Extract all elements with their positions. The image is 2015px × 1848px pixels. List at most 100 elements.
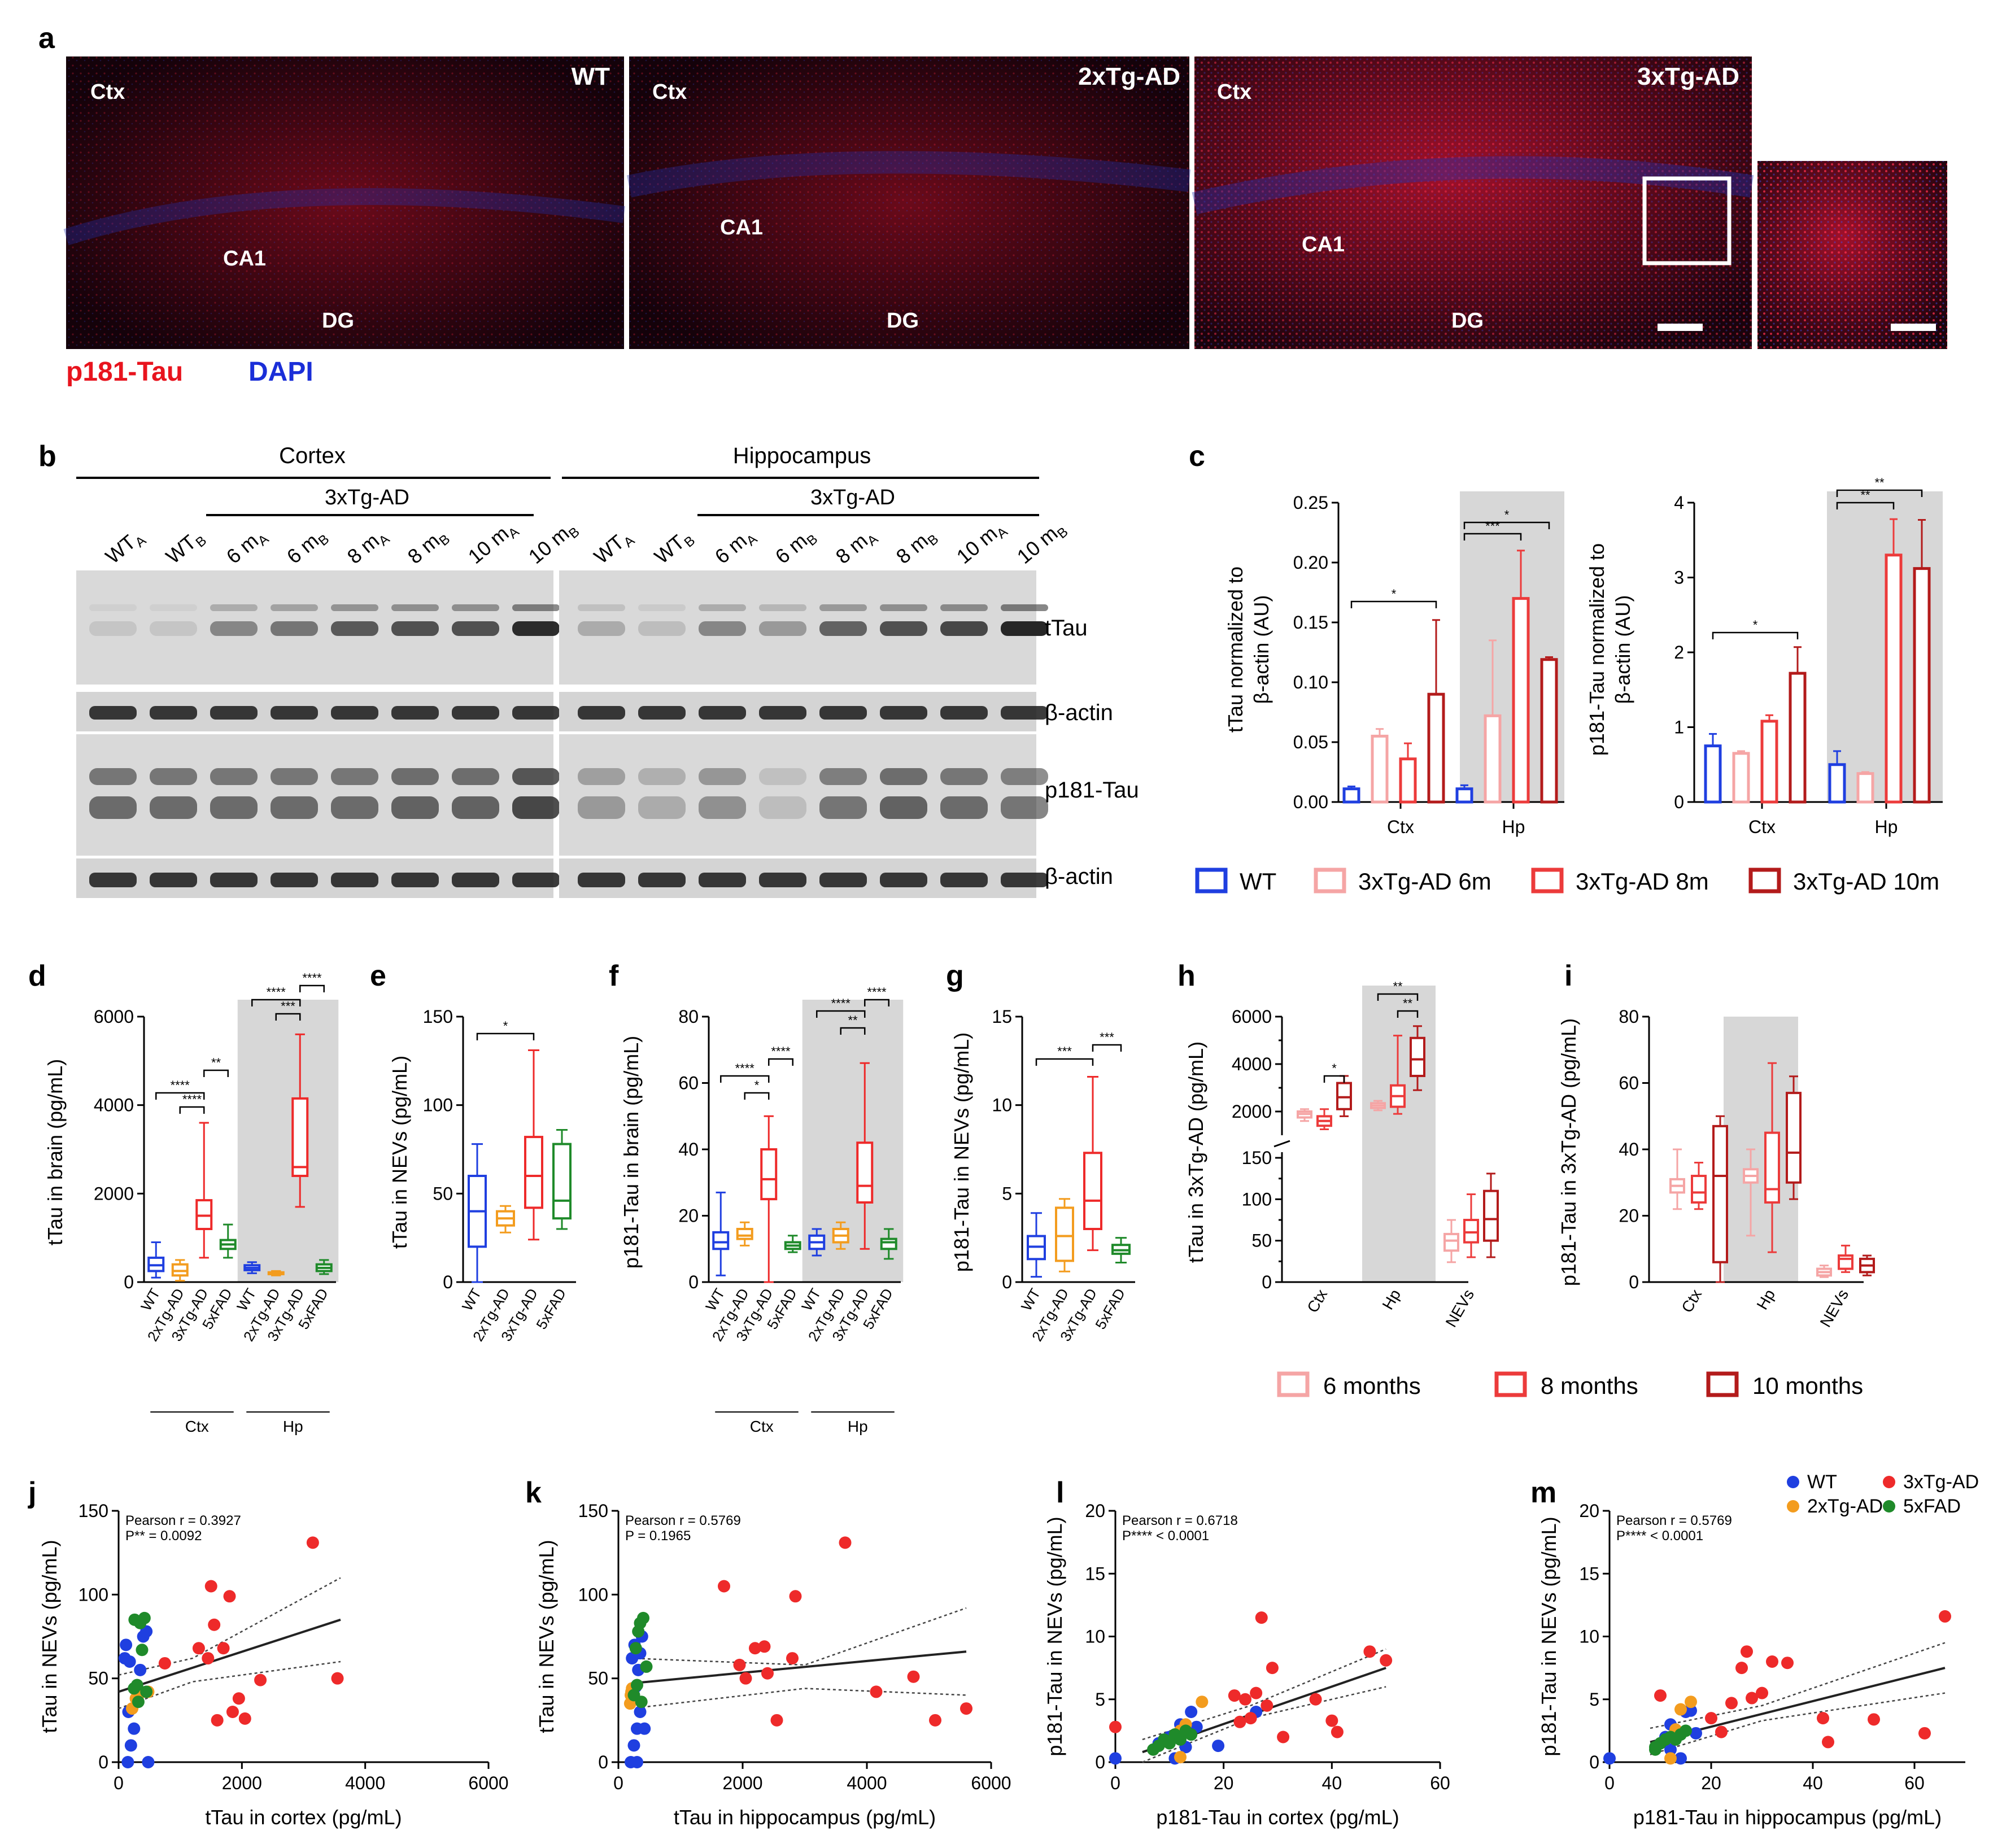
charts-layer: 0.00 0.05 0.10 0.15 0.20 0.25 Ctx Hp tTau normal… bbox=[38, 476, 1965, 1829]
y-tick-label: 50 bbox=[588, 1668, 608, 1689]
y-tick-label: 4000 bbox=[1232, 1054, 1272, 1074]
sig-bracket bbox=[251, 999, 301, 1006]
lane-label: 8 mB bbox=[403, 523, 453, 571]
data-point bbox=[1239, 1693, 1251, 1706]
blot-band-p181 bbox=[150, 768, 197, 785]
x-axis-title: tTau in cortex (pg/mL) bbox=[205, 1806, 402, 1829]
x-tick-label: 4000 bbox=[345, 1773, 385, 1793]
sig-label: **** bbox=[831, 996, 851, 1010]
lane-label: 8 mA bbox=[343, 523, 392, 571]
data-point bbox=[1174, 1751, 1187, 1764]
x-tick-label: 6000 bbox=[468, 1773, 508, 1793]
hippocampus-header: Hippocampus bbox=[733, 443, 871, 468]
label-ca1: CA1 bbox=[1302, 233, 1345, 256]
y-tick-label: 0 bbox=[443, 1272, 453, 1292]
blot-strip bbox=[76, 734, 553, 856]
box bbox=[1691, 1175, 1707, 1204]
x-tick-label: Ctx bbox=[1303, 1287, 1331, 1316]
y-axis-title: tTau in NEVs (pg/mL) bbox=[535, 1540, 558, 1733]
sig-bracket bbox=[179, 1106, 205, 1114]
label-ctx: Ctx bbox=[1217, 80, 1251, 104]
panel-letter-c: c bbox=[1189, 440, 1205, 473]
scale-bar bbox=[1891, 324, 1936, 331]
data-point bbox=[870, 1685, 883, 1698]
sig-label: *** bbox=[1485, 519, 1500, 533]
sig-label: ** bbox=[1403, 996, 1413, 1010]
bar bbox=[1760, 720, 1778, 804]
blot-band-ttau bbox=[150, 621, 197, 636]
sig-label: ** bbox=[1874, 476, 1885, 490]
blot-band-p181 bbox=[512, 768, 560, 785]
stat-text: Pearson r = 0.3927 bbox=[125, 1513, 241, 1528]
y-tick-label: 5 bbox=[1095, 1689, 1105, 1710]
blot-band-actin bbox=[880, 706, 927, 720]
data-point bbox=[631, 1756, 643, 1768]
y-tick-label: 0 bbox=[1589, 1752, 1599, 1772]
data-point bbox=[1603, 1752, 1616, 1765]
lane-label: 6 mA bbox=[710, 523, 760, 571]
data-point bbox=[789, 1590, 802, 1603]
data-point bbox=[640, 1660, 653, 1673]
stat-text: Pearson r = 0.5769 bbox=[625, 1513, 741, 1528]
sig-bracket bbox=[203, 1069, 229, 1077]
blot-band-p181 bbox=[1001, 768, 1048, 785]
blot-band-ttau bbox=[940, 621, 988, 636]
label-ca1: CA1 bbox=[223, 247, 266, 271]
y-tick-label: 40 bbox=[1619, 1139, 1639, 1160]
blot-band-actin bbox=[512, 706, 560, 720]
y-axis-title: p181-Tau in 3xTg-AD (pg/mL) bbox=[1557, 1018, 1580, 1286]
blot-band-p181 bbox=[819, 768, 867, 785]
blot-band-p181 bbox=[331, 796, 378, 819]
box bbox=[712, 1231, 730, 1250]
blot-band-actin bbox=[271, 706, 318, 720]
axis-break bbox=[1273, 1140, 1290, 1148]
blot-band-actin bbox=[150, 873, 197, 887]
data-point bbox=[1266, 1662, 1279, 1675]
blot-band-p181 bbox=[89, 796, 137, 819]
x-tick-label: 60 bbox=[1430, 1773, 1450, 1793]
group-label: Ctx bbox=[750, 1418, 774, 1435]
data-point bbox=[1233, 1715, 1246, 1728]
x-tick-label: WT bbox=[459, 1285, 485, 1314]
legend-swatch bbox=[1195, 868, 1228, 894]
data-point bbox=[761, 1667, 774, 1680]
blot-band-ttau bbox=[1001, 604, 1048, 611]
box bbox=[1410, 1036, 1425, 1078]
micrograph-3xtg: 3xTg-AD Ctx CA1 DG bbox=[1192, 56, 1754, 349]
data-point bbox=[124, 1739, 137, 1752]
shaded-region bbox=[1362, 986, 1436, 1282]
blot-band-p181 bbox=[880, 768, 927, 785]
panel-letter-k: k bbox=[525, 1476, 542, 1509]
x-tick-label: 20 bbox=[1214, 1773, 1234, 1793]
blot-band-actin bbox=[1001, 706, 1048, 720]
data-point bbox=[1690, 1727, 1702, 1740]
x-tick-label: NEVs bbox=[1817, 1287, 1852, 1330]
x-tick-label: 6000 bbox=[971, 1773, 1011, 1793]
sig-label: *** bbox=[1057, 1044, 1072, 1058]
box bbox=[856, 1141, 874, 1204]
bar bbox=[1789, 672, 1807, 804]
data-point bbox=[254, 1673, 267, 1686]
sig-bracket bbox=[744, 1092, 770, 1100]
blot-band-actin bbox=[819, 873, 867, 887]
bar bbox=[1371, 734, 1389, 804]
data-point bbox=[1196, 1696, 1209, 1708]
blot-band-ttau bbox=[638, 621, 686, 636]
data-point bbox=[638, 1722, 651, 1735]
blot-band-ttau bbox=[578, 621, 625, 636]
y-tick-label: 100 bbox=[578, 1584, 608, 1605]
stat-text: Pearson r = 0.5769 bbox=[1616, 1513, 1732, 1528]
blot-band-p181 bbox=[699, 768, 746, 785]
y-tick-label: 0 bbox=[98, 1752, 108, 1772]
y-tick-label: 20 bbox=[678, 1206, 699, 1226]
blot-band-ttau bbox=[699, 621, 746, 636]
legend-label: 5xFAD bbox=[1903, 1496, 1961, 1517]
data-point bbox=[134, 1663, 147, 1676]
blot-band-ttau bbox=[89, 604, 137, 611]
bar bbox=[1704, 744, 1722, 804]
y-tick-label: 80 bbox=[1619, 1006, 1639, 1027]
data-point bbox=[1152, 1740, 1165, 1753]
box bbox=[1055, 1206, 1074, 1262]
blot-band-actin bbox=[331, 873, 378, 887]
blot-band-p181 bbox=[880, 796, 927, 819]
